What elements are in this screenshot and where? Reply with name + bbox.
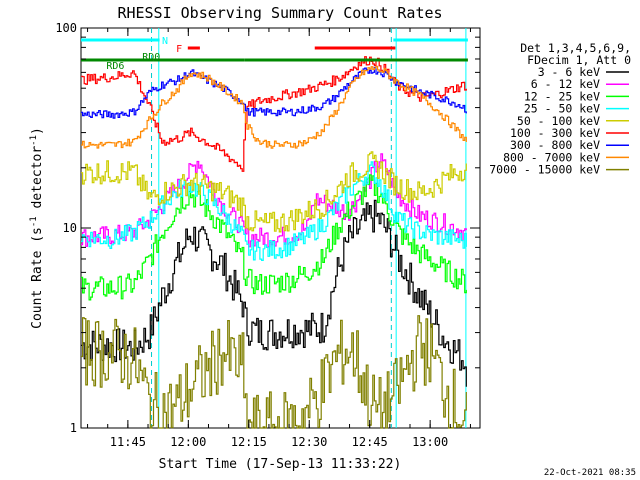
chart-title: RHESSI Observing Summary Count Rates xyxy=(117,4,442,22)
annotation-label-n: N xyxy=(162,36,168,47)
legend-label: 12 - 25 keV xyxy=(524,89,600,103)
y-axis-ticks: 1 10 100 xyxy=(55,21,480,435)
y-tick-label: 100 xyxy=(55,21,77,35)
legend-header-line-2: FDecim 1, Att 0 xyxy=(527,53,631,67)
x-tick-label: 12:45 xyxy=(352,435,388,449)
legend-label: 50 - 100 keV xyxy=(517,114,600,128)
series-line-12-25-kev xyxy=(81,174,467,301)
annotation-label-f: F xyxy=(176,44,182,55)
y-tick-label: 10 xyxy=(63,221,77,235)
x-tick-label: 12:30 xyxy=(291,435,327,449)
series-line-300-800-kev xyxy=(81,66,467,119)
legend: Det 1,3,4,5,6,9, FDecim 1, Att 0 3 - 6 k… xyxy=(489,41,631,177)
orbit-marker-lines xyxy=(151,28,467,428)
legend-label: 300 - 800 keV xyxy=(510,138,600,152)
legend-header-line-1: Det 1,3,4,5,6,9, xyxy=(520,41,631,55)
series-line-3-6-kev xyxy=(81,199,467,387)
attenuator-annotations: NF RD6 RD0 xyxy=(81,36,468,72)
series-line-800-7000-kev xyxy=(81,65,467,149)
generation-timestamp: 22-Oct-2021 08:35 xyxy=(544,468,636,478)
legend-label: 3 - 6 keV xyxy=(538,65,600,79)
legend-label: 100 - 300 keV xyxy=(510,126,600,140)
series-line-50-100-kev xyxy=(81,151,467,233)
y-tick-label: 1 xyxy=(70,421,77,435)
series-group xyxy=(81,56,467,429)
x-tick-label: 12:00 xyxy=(170,435,206,449)
series-line-7000-15000-kev xyxy=(81,315,467,429)
x-tick-label: 12:15 xyxy=(231,435,267,449)
annotation-label-rd6: RD6 xyxy=(106,61,124,72)
legend-label: 7000 - 15000 keV xyxy=(489,163,600,177)
annotation-label-rd0: RD0 xyxy=(142,52,160,63)
x-tick-label: 11:45 xyxy=(110,435,146,449)
x-tick-label: 13:00 xyxy=(412,435,448,449)
x-axis-label: Start Time (17-Sep-13 11:33:22) xyxy=(159,457,402,472)
legend-label: 25 - 50 keV xyxy=(524,102,600,116)
legend-label: 6 - 12 keV xyxy=(531,77,600,91)
y-axis-label: Count Rate (s-1 detector-1) xyxy=(29,127,45,329)
legend-label: 800 - 7000 keV xyxy=(503,150,600,164)
series-line-100-300-kev xyxy=(81,56,467,172)
series-line-25-50-kev xyxy=(81,161,467,261)
x-axis-ticks: 11:45 12:00 12:15 12:30 12:45 13:00 xyxy=(87,28,471,449)
